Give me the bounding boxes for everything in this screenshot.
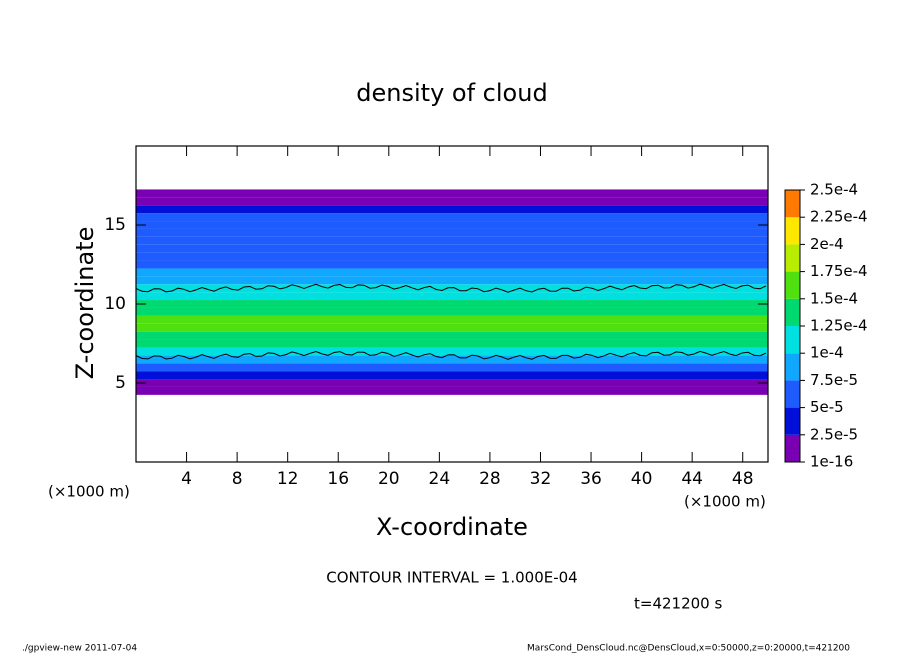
x-tick-label: 32 [530,469,552,489]
colorbar-label: 2.5e-4 [810,181,858,199]
colorbar-label: 1e-16 [810,453,853,471]
x-axis-label: X-coordinate [376,513,528,541]
y-tick-label: 5 [115,373,126,393]
density-band [136,236,768,245]
x-tick-label: 40 [631,469,653,489]
density-band [136,307,768,316]
density-band [136,379,768,387]
density-band [136,300,768,308]
colorbar-swatch [785,434,800,462]
colorbar-label: 2e-4 [810,235,844,253]
time-note: t=421200 s [634,595,722,613]
chart-title: density of cloud [356,79,547,107]
density-band [136,292,768,301]
x-tick-label: 12 [277,469,299,489]
contour-note: CONTOUR INTERVAL = 1.000E-04 [326,569,577,587]
contour-line [135,350,767,360]
x-tick-label: 36 [580,469,602,489]
density-band [136,339,768,348]
density-band [136,347,768,356]
density-band [136,189,768,198]
footer: ./gpview-new 2011-07-04 [22,644,137,654]
density-band [136,284,768,293]
colorbar-swatch [785,244,800,272]
colorbar-swatch [785,298,800,326]
colorbar-label: 2.25e-4 [810,208,868,226]
footer: MarsCond_DensCloud.nc@DensCloud,x=0:5000… [527,644,850,654]
density-band [136,244,768,253]
density-band [136,315,768,324]
density-band [136,221,768,229]
density-band [136,213,768,222]
y-tick-label: 15 [104,215,126,235]
x-unit: (×1000 m) [48,483,130,501]
colorbar-label: 1.25e-4 [810,317,868,335]
density-band [136,355,768,364]
density-band [136,386,768,395]
density-band [136,371,768,380]
colorbar-label: 7.5e-5 [810,371,858,389]
density-band [136,363,768,372]
x-tick-label: 44 [681,469,703,489]
x-tick-label: 28 [479,469,501,489]
density-band [136,252,768,261]
x-tick-label: 48 [732,469,754,489]
colorbar-swatch [785,190,800,218]
density-band [136,276,768,285]
density-band [136,268,768,277]
colorbar-swatch [785,217,800,245]
contour-line [135,283,767,293]
colorbar-label: 1.5e-4 [810,289,858,307]
colorbar-label: 5e-5 [810,398,844,416]
colorbar-swatch [785,380,800,408]
colorbar-swatch [785,353,800,381]
x-tick-label: 8 [232,469,243,489]
density-band [136,228,768,237]
x-tick-label: 24 [429,469,451,489]
density-band [136,331,768,340]
density-band [136,323,768,332]
colorbar-swatch [785,407,800,435]
colorbar-label: 2.5e-5 [810,425,858,443]
x-unit: (×1000 m) [684,493,766,511]
density-band [136,205,768,214]
colorbar-label: 1e-4 [810,344,844,362]
y-axis-label: Z-coordinate [71,227,99,380]
density-band [136,197,768,206]
colorbar-swatch [785,326,800,354]
x-tick-label: 20 [378,469,400,489]
colorbar-swatch [785,271,800,299]
y-tick-label: 10 [104,294,126,314]
x-tick-label: 4 [181,469,192,489]
density-band [136,260,768,269]
x-tick-label: 16 [327,469,349,489]
colorbar-label: 1.75e-4 [810,262,868,280]
